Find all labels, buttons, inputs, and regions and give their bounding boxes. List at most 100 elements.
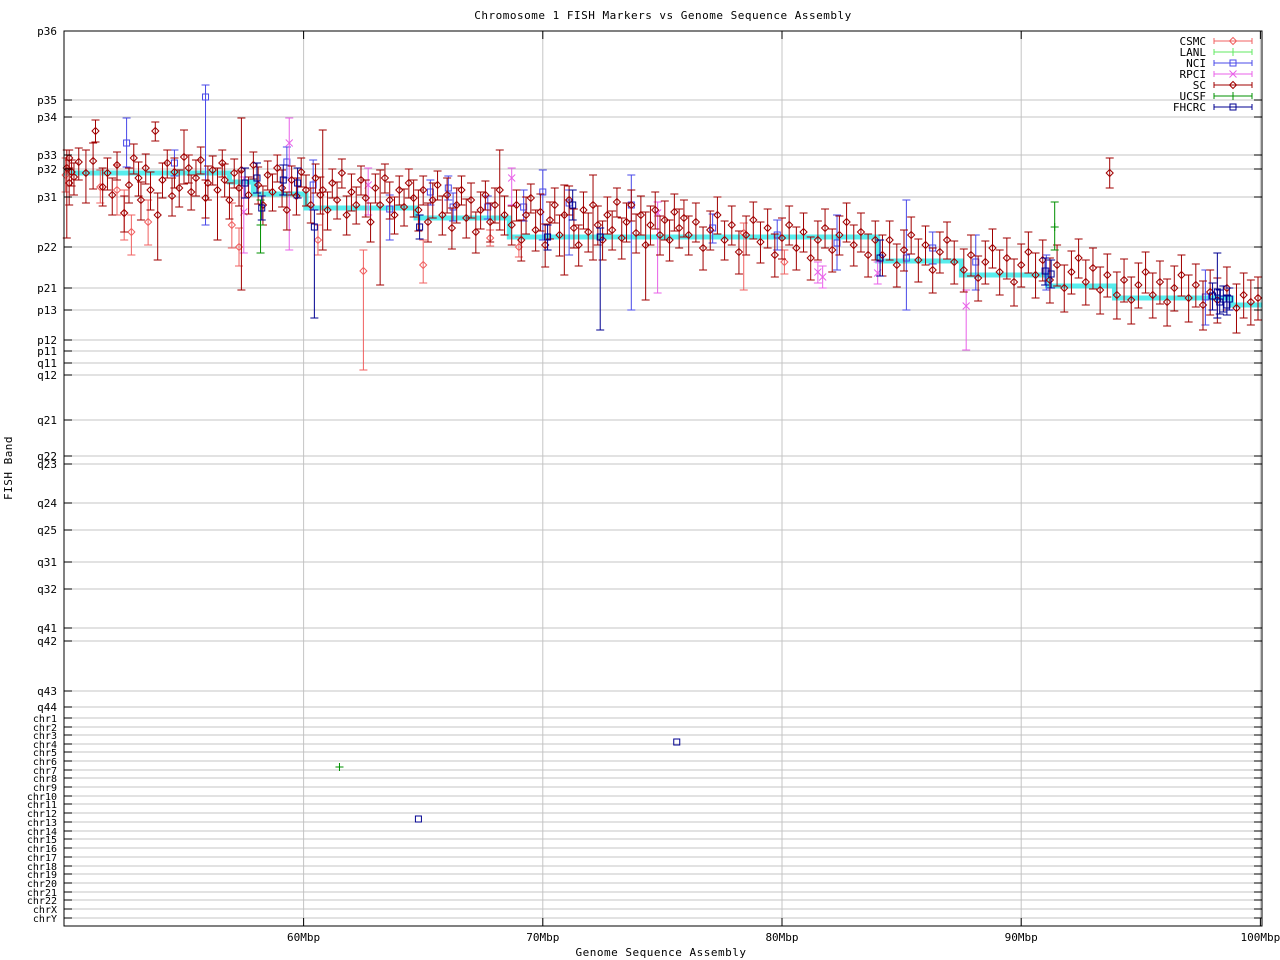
y-tick-label-chr3: chr3: [33, 731, 57, 742]
diamond-marker: [842, 217, 851, 227]
series-RPCI: [239, 117, 971, 351]
error-bar: [995, 249, 1004, 296]
error-bar: [292, 177, 301, 216]
diamond-marker: [579, 205, 588, 215]
error-bar: [1112, 271, 1121, 320]
diamond-marker: [471, 227, 481, 237]
diamond-marker: [679, 213, 689, 223]
diamond-marker: [332, 195, 342, 205]
y-tick-label-q11: q11: [37, 357, 57, 370]
diamond-marker: [1198, 300, 1208, 310]
error-bar: [512, 189, 521, 222]
diamond-marker: [942, 235, 952, 245]
error-bar: [871, 220, 880, 261]
y-tick-label-chr14: chr14: [27, 827, 57, 838]
error-bar: [203, 165, 212, 201]
diamond-marker: [1074, 253, 1083, 263]
square-marker: [569, 201, 577, 209]
diamond-marker: [1228, 36, 1238, 46]
y-tick-label-q42: q42: [37, 635, 57, 648]
legend-errorbar-sample: [1213, 38, 1253, 44]
x-tick-label-100Mbp: 100Mbp: [1241, 931, 1280, 944]
diamond-marker: [282, 205, 292, 215]
diamond-marker: [1081, 277, 1090, 287]
error-bar: [1215, 289, 1224, 315]
square-marker: [972, 258, 980, 266]
error-bar: [675, 208, 684, 249]
error-bar: [749, 201, 758, 240]
diamond-marker: [347, 187, 356, 197]
diamond-marker: [301, 185, 311, 195]
error-bar: [1041, 257, 1050, 286]
diamond-marker: [485, 217, 495, 227]
error-bar: [636, 195, 645, 236]
plus-marker: [1229, 92, 1237, 100]
error-bar: [279, 164, 288, 196]
error-bar: [543, 224, 552, 251]
error-bar: [208, 155, 217, 186]
y-tick-label-q23: q23: [37, 458, 57, 471]
assembly-band-track: [64, 170, 1262, 308]
error-bar: [1177, 254, 1186, 297]
error-bar: [1225, 287, 1234, 311]
error-bar: [1074, 238, 1083, 279]
diamond-marker: [512, 200, 521, 210]
diamond-marker: [684, 230, 693, 240]
error-bar: [876, 239, 885, 277]
square-marker: [279, 176, 287, 184]
error-bar: [550, 187, 559, 224]
error-bar: [122, 117, 131, 168]
diamond-marker: [141, 163, 150, 173]
diamond-marker: [1148, 290, 1157, 300]
error-bar: [560, 184, 569, 276]
error-bar: [244, 176, 253, 215]
y-tick-label-q41: q41: [37, 622, 57, 635]
error-bar: [380, 163, 389, 194]
error-bar: [988, 228, 997, 269]
diamond-marker: [184, 163, 193, 173]
diamond-marker: [98, 182, 107, 192]
y-tick-label-chr19: chr19: [27, 870, 57, 881]
legend-item-NCI: NCI: [1186, 57, 1253, 70]
error-bar: [785, 205, 794, 246]
diamond-marker: [371, 183, 380, 193]
legend-label: SC: [1193, 79, 1206, 92]
y-tick-label-p21: p21: [37, 282, 57, 295]
error-bar: [612, 187, 621, 218]
y-tick-label-chr6: chr6: [33, 757, 57, 768]
error-bar: [306, 187, 315, 224]
error-bar: [113, 151, 122, 181]
diamond-marker: [921, 240, 930, 250]
diamond-marker: [447, 223, 457, 233]
error-bar: [153, 192, 162, 261]
diamond-marker: [849, 240, 858, 250]
legend-item-UCSF: UCSF: [1180, 90, 1253, 103]
x-tick-label-60Mbp: 60Mbp: [287, 931, 320, 944]
diamond-marker: [143, 217, 153, 227]
square-marker: [773, 231, 781, 239]
error-bar: [467, 182, 476, 219]
diamond-marker: [878, 250, 887, 260]
error-bar: [1208, 282, 1217, 311]
diamond-marker: [490, 200, 500, 210]
y-tick-label-chr13: chr13: [27, 818, 57, 829]
x-axis-title: Genome Sequence Assembly: [576, 946, 747, 959]
diamond-marker: [631, 228, 641, 238]
square-marker: [876, 254, 884, 262]
square-marker: [1047, 270, 1055, 278]
diamond-marker: [988, 243, 997, 253]
diamond-marker: [153, 210, 162, 220]
diamond-marker: [390, 210, 399, 220]
diamond-marker: [277, 183, 287, 193]
error-bar: [495, 149, 504, 231]
legend-label: LANL: [1180, 46, 1207, 59]
error-bar: [323, 191, 332, 231]
square-marker: [902, 254, 910, 262]
error-bar: [230, 158, 239, 189]
error-bar: [357, 165, 366, 196]
diamond-marker: [313, 235, 323, 245]
error-bar: [141, 153, 150, 185]
y-tick-label-chr11: chr11: [27, 800, 57, 811]
y-tick-label-chr1: chr1: [33, 714, 57, 725]
